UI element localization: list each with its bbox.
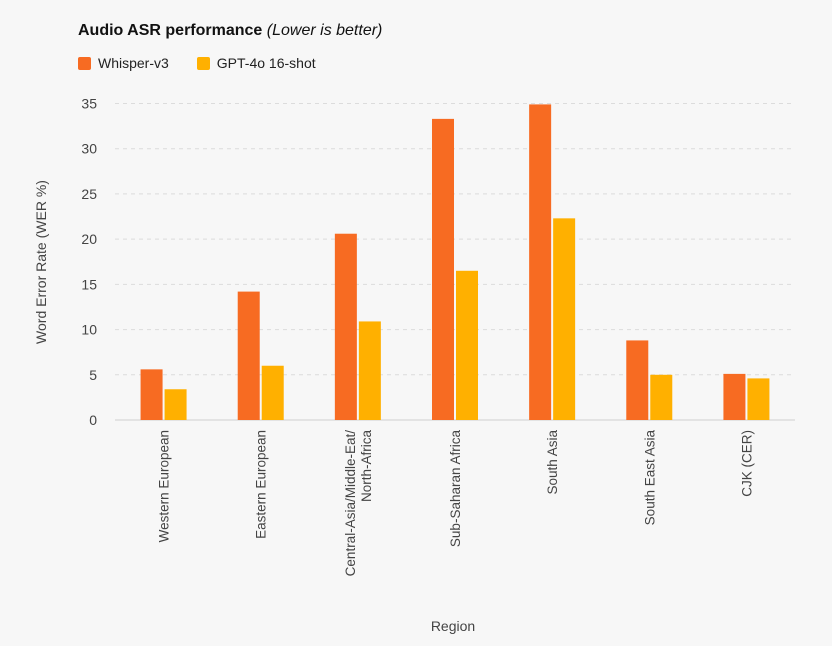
legend: Whisper-v3 GPT-4o 16-shot <box>78 55 344 71</box>
y-tick-label: 20 <box>81 231 97 247</box>
x-tick-label: Sub-Saharan Africa <box>448 430 463 548</box>
bar-gpt4o <box>261 365 284 420</box>
legend-item-gpt4o: GPT-4o 16-shot <box>196 55 316 71</box>
x-tick-label: Eastern European <box>254 430 269 539</box>
bar-gpt4o <box>553 218 576 420</box>
bar-whisper <box>529 104 552 420</box>
legend-label-whisper: Whisper-v3 <box>98 55 169 71</box>
y-axis-title: Word Error Rate (WER %) <box>33 180 49 344</box>
y-tick-label: 5 <box>89 367 97 383</box>
bar-whisper <box>432 118 454 420</box>
bar-gpt4o <box>747 378 770 420</box>
bar-gpt4o <box>358 321 381 420</box>
y-tick-label: 35 <box>81 96 97 112</box>
legend-swatch-whisper <box>78 56 91 70</box>
y-tick-label: 25 <box>81 186 97 202</box>
chart-subtitle: (Lower is better) <box>266 22 383 39</box>
legend-item-whisper: Whisper-v3 <box>78 55 169 71</box>
bar-gpt4o <box>456 270 478 420</box>
x-tick-label: South Asia <box>545 430 560 495</box>
bar-whisper <box>723 373 746 420</box>
bar-gpt4o <box>650 374 673 420</box>
y-tick-label: 0 <box>89 412 97 428</box>
y-tick-label: 15 <box>81 276 97 292</box>
bar-whisper <box>237 291 260 420</box>
y-tick-label: 10 <box>81 322 97 338</box>
x-axis-title: Region <box>431 618 475 634</box>
x-tick-label: North-Africa <box>359 430 374 503</box>
chart-title: Audio ASR performance (Lower is better) <box>78 22 382 40</box>
bar-whisper <box>626 340 649 420</box>
x-tick-label: Western European <box>157 430 172 542</box>
x-tick-label: CJK (CER) <box>739 430 754 497</box>
legend-swatch-gpt4o <box>196 56 210 70</box>
y-tick-label: 30 <box>81 141 97 157</box>
legend-label-gpt4o: GPT-4o 16-shot <box>216 55 316 71</box>
x-tick-label: Central-Asia/Middle-Eat/ <box>343 430 358 577</box>
bar-whisper <box>140 369 163 420</box>
bar-gpt4o <box>164 389 187 420</box>
x-tick-label: South East Asia <box>642 430 657 526</box>
chart-title-main: Audio ASR performance <box>78 22 263 39</box>
bar-whisper <box>334 233 357 420</box>
